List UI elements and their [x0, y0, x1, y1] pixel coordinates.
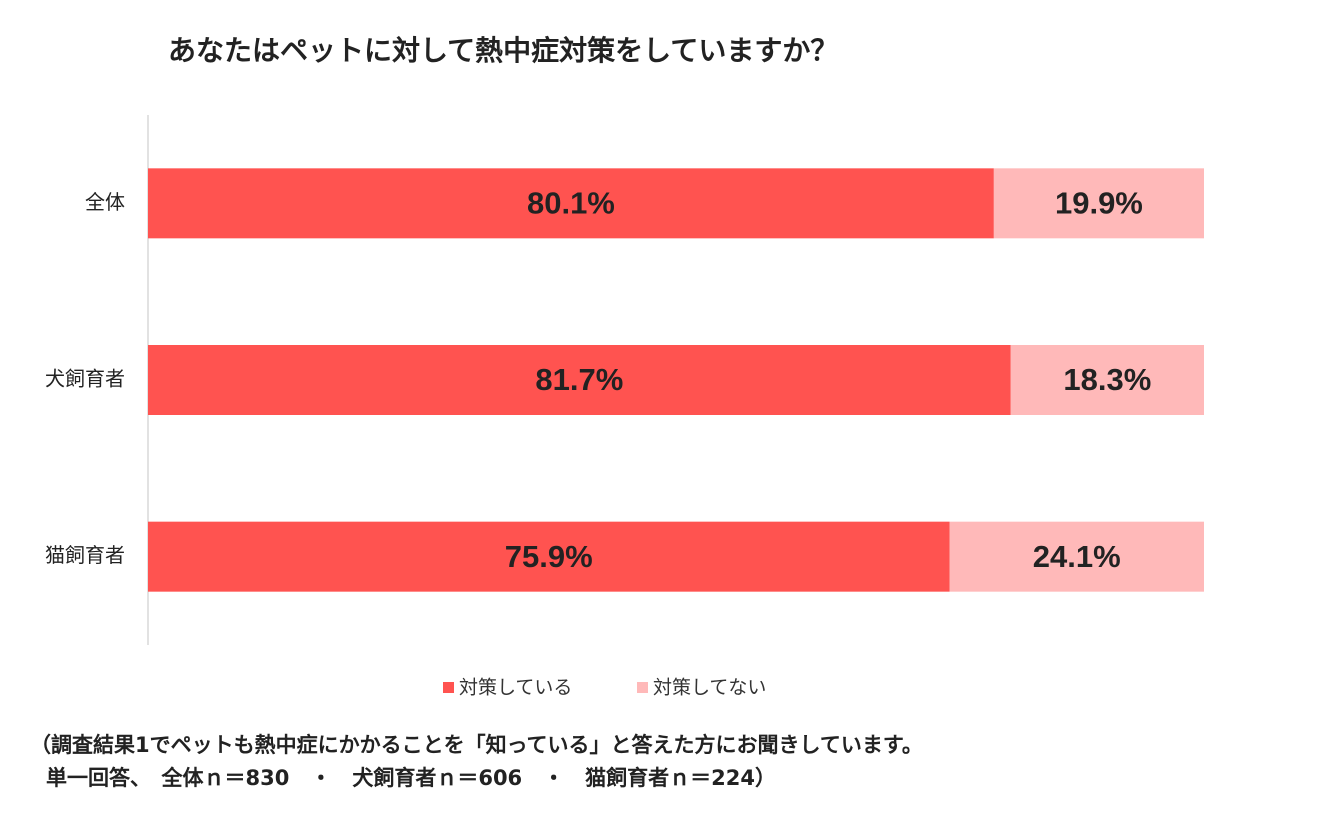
bar-segment	[993, 168, 1204, 239]
value-label: 81.7%	[535, 362, 623, 397]
bar-segment	[148, 168, 994, 239]
legend-label: 対策している	[459, 677, 572, 699]
value-label: 18.3%	[1063, 362, 1151, 397]
value-label: 24.1%	[1033, 539, 1121, 574]
y-tick-label: 犬飼育者	[45, 367, 125, 391]
legend-swatch	[443, 682, 454, 693]
y-tick-label: 全体	[85, 190, 125, 214]
value-label: 80.1%	[527, 186, 615, 221]
value-label: 75.9%	[505, 539, 593, 574]
legend-label: 対策してない	[653, 677, 766, 699]
value-label: 19.9%	[1055, 186, 1143, 221]
bar-segment	[148, 345, 1011, 415]
footnote: （調査結果1でペットも熱中症にかかることを「知っている」と答えた方にお聞きしてい…	[30, 733, 923, 757]
bar-segment	[949, 521, 1204, 592]
bar-segment	[1010, 345, 1204, 415]
footnote: 単一回答、 全体ｎ＝830 ・ 犬飼育者ｎ＝606 ・ 猫飼育者ｎ＝224）	[46, 766, 776, 790]
legend-swatch	[637, 682, 648, 693]
bar-segment	[148, 521, 950, 592]
chart-title: あなたはペットに対して熱中症対策をしていますか？	[168, 34, 838, 67]
y-tick-label: 猫飼育者	[45, 543, 125, 567]
